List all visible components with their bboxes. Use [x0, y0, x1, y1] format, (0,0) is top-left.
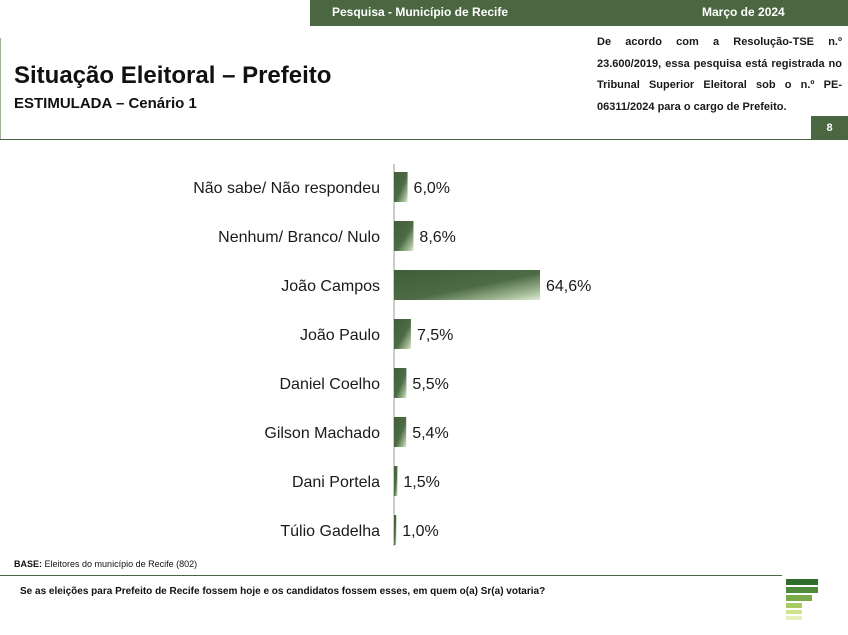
value-label: 5,5% — [412, 376, 448, 393]
brand-logo-icon — [786, 579, 818, 620]
category-label: Nenhum/ Branco/ Nulo — [218, 229, 380, 246]
category-label: João Paulo — [300, 327, 380, 344]
bar — [394, 368, 407, 398]
value-label: 6,0% — [414, 180, 450, 197]
page-subtitle: ESTIMULADA – Cenário 1 — [14, 95, 197, 112]
page-title: Situação Eleitoral – Prefeito — [14, 62, 332, 89]
base-label: BASE: — [14, 559, 43, 569]
bar — [394, 221, 414, 251]
bar — [394, 466, 398, 496]
bar — [394, 270, 540, 300]
bar — [394, 172, 408, 202]
footer-divider — [0, 575, 782, 576]
base-text: Eleitores do município de Recife (802) — [44, 559, 198, 569]
registration-note: De acordo com a Resolução-TSE n.º 23.600… — [597, 36, 842, 113]
base-note: BASE: Eleitores do município de Recife (… — [14, 559, 197, 569]
page-number-badge: 8 — [811, 116, 848, 140]
bar — [394, 417, 407, 447]
value-label: 64,6% — [546, 278, 591, 295]
header-bar: Pesquisa - Município de Recife Março de … — [310, 0, 848, 26]
value-label: 5,4% — [412, 425, 448, 442]
category-label: Daniel Coelho — [279, 376, 380, 393]
category-label: Gilson Machado — [264, 425, 380, 442]
survey-label: Pesquisa - Município de Recife — [332, 5, 509, 19]
value-label: 1,5% — [403, 474, 439, 491]
value-label: 1,0% — [402, 523, 438, 540]
header-side-divider — [0, 38, 1, 140]
category-label: Dani Portela — [292, 474, 380, 491]
survey-date: Março de 2024 — [702, 5, 785, 19]
survey-question: Se as eleições para Prefeito de Recife f… — [20, 586, 546, 597]
category-label: Túlio Gadelha — [280, 523, 380, 540]
bar-chart: Não sabe/ Não respondeu 6,0% Nenhum/ Branc… — [193, 164, 591, 546]
value-label: 8,6% — [419, 229, 455, 246]
category-label: Não sabe/ Não respondeu — [193, 180, 380, 197]
value-label: 7,5% — [417, 327, 453, 344]
header-divider — [0, 139, 848, 140]
bar — [394, 319, 411, 349]
bars-group: Não sabe/ Não respondeu 6,0% Nenhum/ Branc… — [193, 172, 591, 545]
category-label: João Campos — [281, 278, 380, 295]
bar — [394, 515, 397, 545]
